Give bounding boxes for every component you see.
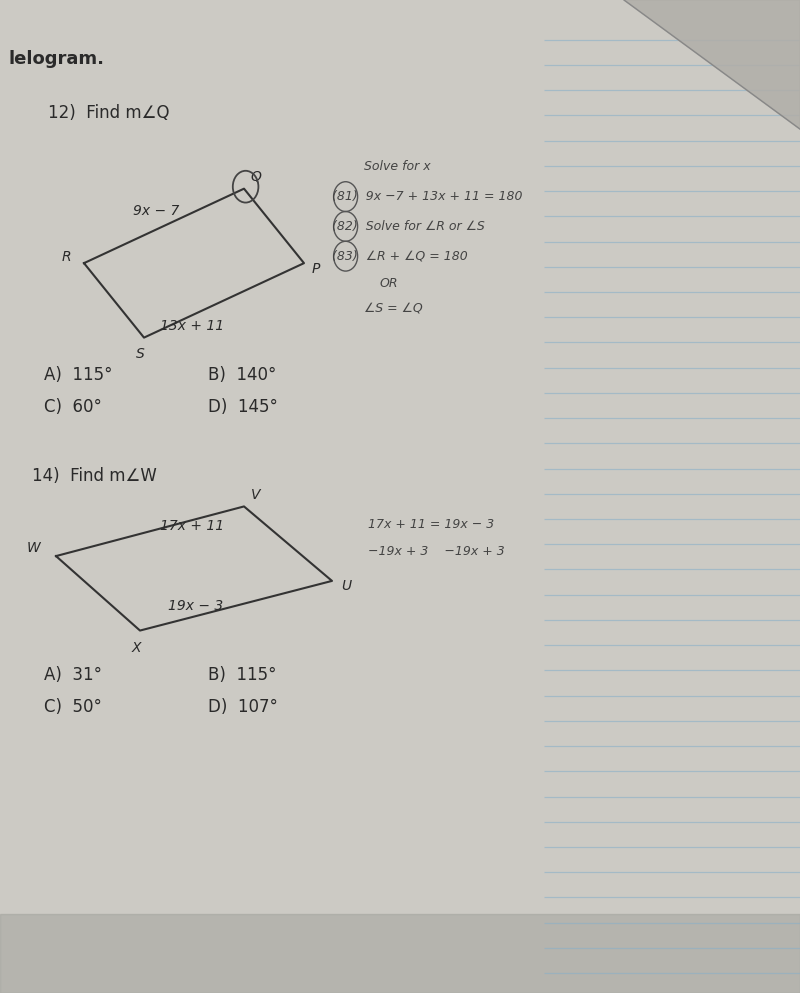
Text: U: U — [342, 579, 351, 593]
Text: −19x + 3    −19x + 3: −19x + 3 −19x + 3 — [368, 544, 505, 558]
Text: 17x + 11 = 19x − 3: 17x + 11 = 19x − 3 — [368, 517, 494, 531]
Text: P: P — [312, 262, 320, 276]
Text: 12)  Find m∠Q: 12) Find m∠Q — [48, 104, 170, 122]
Text: V: V — [251, 488, 261, 501]
Polygon shape — [0, 914, 800, 993]
Text: B)  115°: B) 115° — [208, 666, 277, 684]
Text: OR: OR — [380, 277, 398, 291]
Text: R: R — [62, 250, 71, 264]
Text: (81)  9x −7 + 13x + 11 = 180: (81) 9x −7 + 13x + 11 = 180 — [332, 190, 522, 204]
Text: ∠S = ∠Q: ∠S = ∠Q — [364, 301, 422, 315]
Text: C)  60°: C) 60° — [44, 398, 102, 416]
Text: C)  50°: C) 50° — [44, 698, 102, 716]
Text: (83)  ∠R + ∠Q = 180: (83) ∠R + ∠Q = 180 — [332, 249, 468, 263]
Text: B)  140°: B) 140° — [208, 366, 276, 384]
Polygon shape — [624, 0, 800, 129]
Text: (82)  Solve for ∠R or ∠S: (82) Solve for ∠R or ∠S — [332, 219, 485, 233]
Text: 14)  Find m∠W: 14) Find m∠W — [32, 467, 157, 485]
Text: D)  145°: D) 145° — [208, 398, 278, 416]
Text: W: W — [26, 541, 41, 555]
Text: S: S — [136, 347, 144, 360]
Text: Solve for x: Solve for x — [364, 160, 430, 174]
Text: 13x + 11: 13x + 11 — [160, 319, 224, 333]
Text: 9x − 7: 9x − 7 — [133, 204, 179, 217]
Text: 19x − 3: 19x − 3 — [168, 599, 224, 613]
Text: A)  115°: A) 115° — [44, 366, 113, 384]
Text: D)  107°: D) 107° — [208, 698, 278, 716]
Text: A)  31°: A) 31° — [44, 666, 102, 684]
Text: lelogram.: lelogram. — [8, 50, 104, 68]
Text: 17x + 11: 17x + 11 — [160, 519, 224, 533]
Text: Q: Q — [250, 170, 262, 184]
Text: X: X — [131, 641, 141, 655]
